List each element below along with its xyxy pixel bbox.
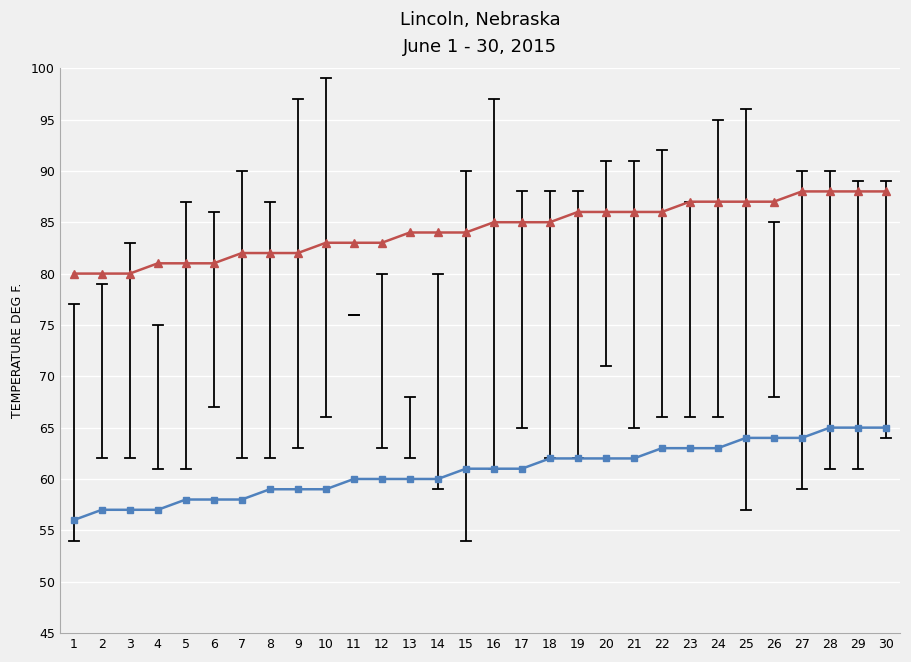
Title: Lincoln, Nebraska
June 1 - 30, 2015: Lincoln, Nebraska June 1 - 30, 2015 (400, 11, 560, 56)
Y-axis label: TEMPERATURE DEG F.: TEMPERATURE DEG F. (11, 283, 24, 418)
